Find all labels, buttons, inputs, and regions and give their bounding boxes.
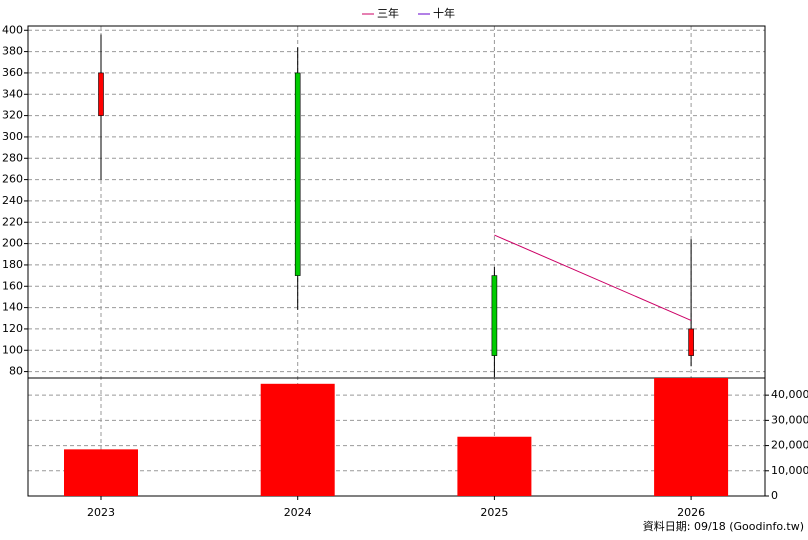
- y-tick-label: 240: [2, 194, 23, 207]
- y-tick-label: 100: [2, 343, 23, 356]
- y-tick-label: 320: [2, 109, 23, 122]
- candle-body: [688, 328, 694, 356]
- plot-border: [27, 25, 766, 497]
- volume-bar: [64, 449, 138, 496]
- legend-label: 三年: [377, 6, 399, 20]
- y-tick-label: 180: [2, 258, 23, 271]
- x-tick-label: 2023: [87, 506, 115, 519]
- y-tick-label: 360: [2, 66, 23, 79]
- y2-tick-label: 20,000: [771, 439, 808, 452]
- legend-label: 十年: [433, 6, 455, 20]
- y-tick-label: 140: [2, 301, 23, 314]
- candle-body: [294, 72, 301, 276]
- y-tick-label: 220: [2, 215, 23, 228]
- y-tick-label: 340: [2, 87, 23, 100]
- candle-body: [491, 275, 498, 356]
- y-tick-label: 120: [2, 322, 23, 335]
- y-tick-label: 300: [2, 130, 23, 143]
- volume-bar: [654, 378, 729, 496]
- y2-tick-label: 10,000: [771, 464, 808, 477]
- y-tick-label: 380: [2, 45, 23, 58]
- y2-tick-label: 30,000: [771, 413, 808, 426]
- y-tick-label: 400: [2, 23, 23, 36]
- y-tick-label: 160: [2, 279, 23, 292]
- volume-bar: [457, 436, 532, 496]
- x-tick-label: 2026: [677, 506, 705, 519]
- line-series: [494, 234, 692, 321]
- footer: 資料日期: 09/18 (Goodinfo.tw): [643, 519, 804, 533]
- y2-tick-label: 40,000: [771, 388, 808, 401]
- y-tick-label: 80: [9, 365, 23, 378]
- volume-bar: [260, 383, 335, 496]
- x-tick-label: 2024: [284, 506, 312, 519]
- candle-body: [98, 72, 104, 116]
- y-tick-label: 280: [2, 151, 23, 164]
- y-tick-label: 260: [2, 173, 23, 186]
- y2-tick-label: 0: [771, 489, 778, 502]
- x-tick-label: 2025: [480, 506, 508, 519]
- y-tick-label: 200: [2, 237, 23, 250]
